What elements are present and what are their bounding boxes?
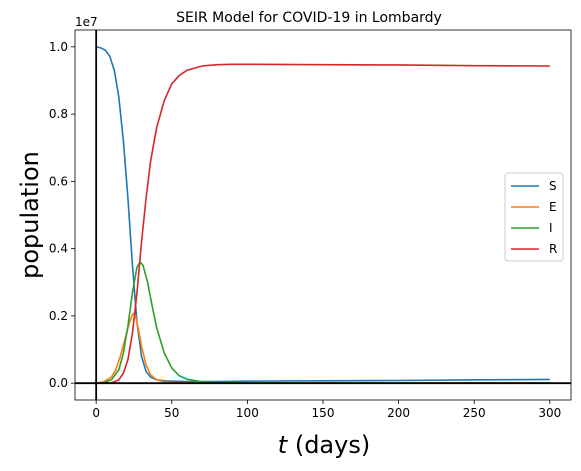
x-tick-label: 300 — [538, 406, 561, 420]
x-tick-label: 50 — [164, 406, 179, 420]
y-tick-label: 0.4 — [49, 242, 68, 256]
axes-frame — [74, 29, 572, 401]
legend: SEIR — [504, 172, 564, 262]
legend-label-i: I — [549, 221, 553, 235]
legend-box — [504, 172, 564, 262]
y-offset-label: 1e7 — [75, 15, 98, 29]
x-axis-label-var: t — [278, 431, 289, 459]
y-tick-label: 1.0 — [49, 40, 68, 54]
x-tick-label: 250 — [463, 406, 486, 420]
x-axis-label-unit: (days) — [287, 431, 370, 459]
x-tick-label: 0 — [92, 406, 100, 420]
x-axis-label: t (days) — [278, 431, 370, 459]
series-line-r — [96, 63, 550, 384]
chart-title: SEIR Model for COVID-19 in Lombardy — [176, 10, 442, 26]
y-tick-label: 0.2 — [49, 309, 68, 323]
y-tick-label: 0.8 — [49, 107, 68, 121]
legend-label-e: E — [549, 200, 557, 214]
legend-label-r: R — [549, 242, 557, 256]
y-tick-label: 0.0 — [49, 376, 68, 390]
x-tick-label: 100 — [236, 406, 259, 420]
series-line-i — [96, 260, 550, 384]
reference-lines-layer — [75, 30, 571, 400]
series-lines-layer — [95, 46, 550, 384]
legend-label-s: S — [549, 179, 557, 193]
x-tick-label: 200 — [387, 406, 410, 420]
x-tick-label: 150 — [312, 406, 335, 420]
y-tick-label: 0.6 — [49, 174, 68, 188]
y-axis-label: population — [16, 151, 44, 279]
series-line-e — [96, 312, 550, 384]
series-line-s — [95, 46, 550, 383]
axes-layer: 0 50 100 150 200 250 300 0.0 0.2 0.4 0.6 0.8 1.0 — [49, 29, 572, 420]
